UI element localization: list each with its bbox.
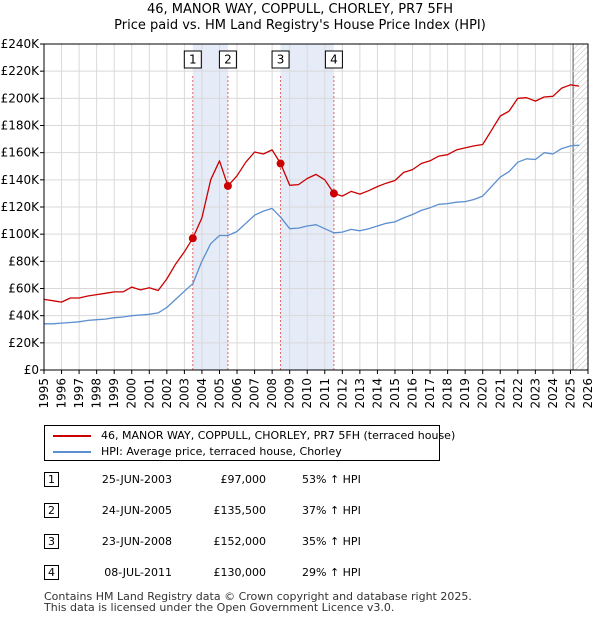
sale-row: 3 23-JUN-2008 £152,000 35% ↑ HPI: [44, 533, 464, 551]
sale-number-badge: 2: [44, 503, 59, 518]
legend-swatch-hpi: [53, 451, 91, 453]
x-tick-label: 2010: [300, 378, 314, 409]
sale-marker-box: [324, 50, 343, 69]
x-tick-label: 2018: [441, 378, 455, 409]
sale-number-badge: 1: [44, 472, 59, 487]
title-line-2: Price paid vs. HM Land Registry's House …: [114, 18, 486, 33]
sale-marker-box: [271, 50, 290, 69]
x-tick-label: 2000: [125, 378, 139, 409]
y-tick-label: £220K: [1, 64, 41, 78]
x-tick-label: 2020: [476, 378, 490, 409]
sale-marker-label: 1: [189, 53, 197, 67]
x-tick-label: 2023: [528, 378, 542, 409]
x-tick-label: 1999: [107, 378, 121, 409]
x-tick-label: 2004: [195, 378, 209, 409]
footer-line-2: This data is licensed under the Open Gov…: [44, 601, 395, 614]
x-tick-label: 2006: [230, 378, 244, 409]
y-tick-label: £60K: [8, 282, 40, 296]
y-tick-label: £0: [24, 363, 39, 377]
x-tick-label: 2002: [160, 378, 174, 409]
y-tick-label: £100K: [1, 227, 41, 241]
sale-hpi-change: 35% ↑ HPI: [302, 535, 361, 548]
x-tick-label: 2013: [353, 378, 367, 409]
sale-price: £135,500: [213, 504, 267, 517]
sale-row: 4 08-JUL-2011 £130,000 29% ↑ HPI: [44, 564, 464, 582]
sale-marker-box: [183, 50, 202, 69]
legend-swatch-property: [53, 435, 91, 437]
sale-date: 25-JUN-2003: [101, 473, 172, 486]
x-tick-label: 2024: [546, 378, 560, 409]
x-tick-label: 2008: [265, 378, 279, 409]
legend: 46, MANOR WAY, COPPULL, CHORLEY, PR7 5FH…: [44, 425, 455, 461]
y-tick-label: £120K: [1, 200, 41, 214]
x-tick-label: 2019: [458, 378, 472, 409]
y-tick-label: £160K: [1, 146, 41, 160]
sale-price: £152,000: [213, 535, 267, 548]
legend-label-property: 46, MANOR WAY, COPPULL, CHORLEY, PR7 5FH…: [101, 429, 456, 442]
x-tick-label: 1997: [72, 378, 86, 409]
sale-price: £130,000: [213, 566, 267, 579]
sale-point: [329, 189, 338, 198]
sale-marker-label: 4: [330, 53, 338, 67]
sale-date: 24-JUN-2005: [101, 504, 172, 517]
x-tick-label: 2005: [212, 378, 226, 409]
x-tick-label: 2001: [142, 378, 156, 409]
x-tick-label: 2014: [370, 378, 384, 409]
x-tick-label: 1998: [90, 378, 104, 409]
sale-number-badge: 3: [44, 534, 59, 549]
x-tick-label: 2007: [248, 378, 262, 409]
footer-attribution: Contains HM Land Registry data © Crown c…: [44, 591, 472, 613]
x-tick-label: 2003: [177, 378, 191, 409]
sale-hpi-change: 37% ↑ HPI: [302, 504, 361, 517]
chart-title: 46, MANOR WAY, COPPULL, CHORLEY, PR7 5FH…: [0, 2, 600, 34]
title-line-1: 46, MANOR WAY, COPPULL, CHORLEY, PR7 5FH: [146, 2, 454, 17]
sale-hpi-change: 53% ↑ HPI: [302, 473, 361, 486]
y-tick-label: £140K: [1, 173, 41, 187]
chart-plot: 1 2 3 4 £0 £20K £40K £60K £80K £100K £120K £140K £1…: [1, 37, 595, 409]
sale-point: [276, 159, 285, 168]
y-tick-label: £200K: [1, 91, 41, 105]
sale-row: 2 24-JUN-2005 £135,500 37% ↑ HPI: [44, 502, 464, 520]
x-tick-label: 2016: [406, 378, 420, 409]
sale-price: £97,000: [220, 473, 267, 486]
x-tick-label: 2022: [511, 378, 525, 409]
series-line-property: [43, 84, 580, 303]
x-tick-label: 2015: [388, 378, 402, 409]
sale-marker-box: [218, 50, 237, 69]
sale-marker-label: 3: [277, 53, 285, 67]
sale-date: 08-JUL-2011: [104, 566, 172, 579]
sale-marker-label: 2: [224, 53, 232, 67]
x-tick-label: 2012: [335, 378, 349, 409]
y-tick-label: £40K: [8, 309, 40, 323]
sale-point: [188, 234, 197, 243]
y-tick-label: £80K: [8, 254, 40, 268]
y-tick-label: £180K: [1, 119, 41, 133]
series-line-hpi: [44, 144, 580, 325]
x-tick-label: 2017: [423, 378, 437, 409]
legend-label-hpi: HPI: Average price, terraced house, Chor…: [101, 445, 342, 458]
sale-date: 23-JUN-2008: [101, 535, 172, 548]
x-tick-label: 1995: [37, 378, 51, 409]
footer-line-1: Contains HM Land Registry data © Crown c…: [44, 590, 472, 603]
y-tick-label: £240K: [1, 37, 41, 51]
x-tick-label: 2009: [283, 378, 297, 409]
sale-hpi-change: 29% ↑ HPI: [302, 566, 361, 579]
x-tick-label: 2026: [581, 378, 595, 409]
x-tick-label: 2021: [493, 378, 507, 409]
y-tick-label: £20K: [8, 336, 40, 350]
sale-row: 1 25-JUN-2003 £97,000 53% ↑ HPI: [44, 471, 464, 489]
x-tick-label: 1996: [55, 378, 69, 409]
x-tick-label: 2011: [318, 378, 332, 409]
sale-number-badge: 4: [44, 565, 59, 580]
x-tick-label: 2025: [563, 378, 577, 409]
sale-point: [223, 181, 232, 190]
